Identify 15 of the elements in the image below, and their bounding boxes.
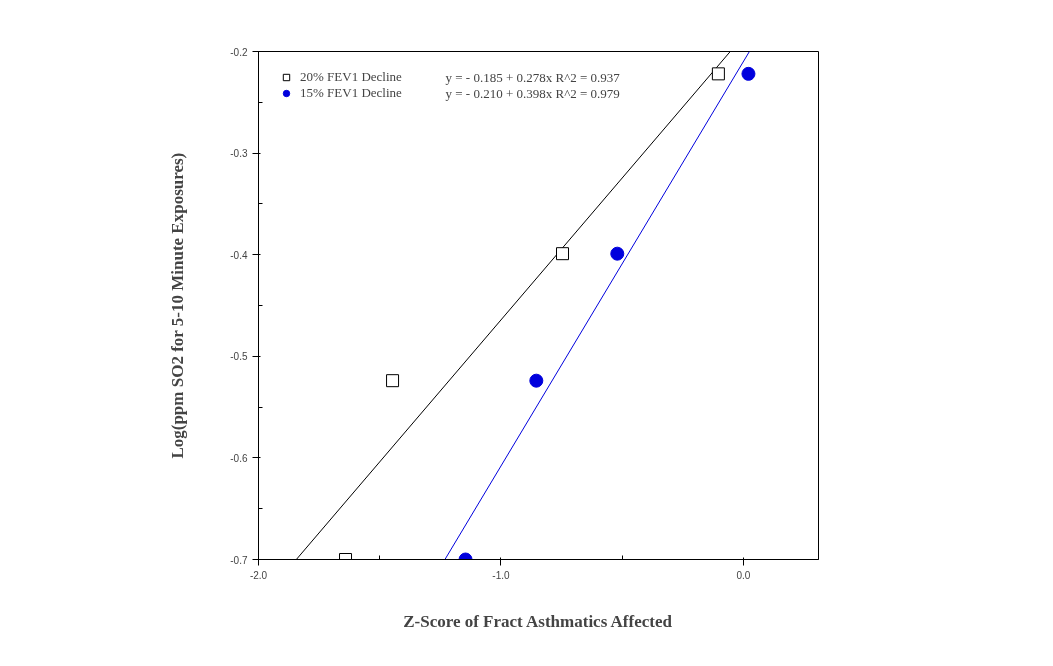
y-tick-label: -0.4 <box>230 249 248 261</box>
annotation: y = - 0.210 + 0.398x R^2 = 0.979 <box>445 86 620 101</box>
y-tick-label: -0.2 <box>230 46 248 58</box>
y-tick-label: -0.7 <box>230 554 248 566</box>
y-axis-title: Log(ppm SO2 for 5-10 Minute Exposures) <box>168 152 188 459</box>
x-axis-title: Z-Score of Fract Asthmatics Affected <box>403 611 673 631</box>
x-tick-label: -1.0 <box>492 569 510 581</box>
legend-label: 15% FEV1 Decline <box>300 85 402 101</box>
legend-label: 20% FEV1 Decline <box>300 69 402 85</box>
x-tick-label: 0.0 <box>736 569 751 581</box>
y-tick-label: -0.5 <box>230 351 248 363</box>
x-tick-label: -2.0 <box>249 569 268 581</box>
annotation: y = - 0.185 + 0.278x R^2 = 0.937 <box>445 70 621 85</box>
y-tick-label: -0.6 <box>230 452 248 464</box>
y-tick-label: -0.3 <box>230 148 248 160</box>
